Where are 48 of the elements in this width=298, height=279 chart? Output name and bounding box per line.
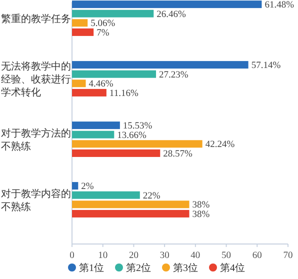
bar (72, 61, 248, 69)
y-tick-label: 对于教学内容的不熟练 (1, 188, 71, 213)
legend-label: 第3位 (173, 262, 198, 274)
x-tick-label: 70 (283, 251, 293, 261)
bar (72, 130, 114, 138)
bar (72, 10, 154, 18)
x-tick-label: 50 (222, 251, 232, 261)
data-label: 61.48% (264, 0, 294, 11)
data-label: 38% (192, 200, 210, 211)
data-label: 22% (142, 191, 160, 202)
bar (72, 191, 140, 199)
data-label: 7% (96, 28, 110, 38)
y-tick-label: 无法将教学中的经验、收获进行学术转化 (1, 60, 71, 98)
data-label: 11.16% (109, 88, 138, 99)
data-label: 42.24% (205, 140, 235, 150)
data-label: 38% (192, 210, 210, 220)
bar (72, 200, 190, 208)
legend-label: 第4位 (220, 262, 245, 274)
data-label: 5.06% (90, 19, 116, 30)
bar (72, 70, 156, 78)
legend-label: 第2位 (126, 262, 151, 274)
x-tick-label: 10 (98, 251, 108, 261)
x-tick-label: 30 (160, 251, 170, 261)
y-tick-label: 繁重的教学任务 (1, 12, 71, 25)
bar (72, 19, 88, 27)
data-label: 27.23% (159, 70, 188, 80)
bar (72, 88, 106, 96)
data-label: 15.53% (122, 122, 152, 132)
bar (72, 80, 86, 88)
data-label: 4.46% (88, 80, 114, 90)
x-tick-label: 40 (190, 251, 200, 261)
bar (72, 210, 190, 218)
data-label: 28.57% (163, 149, 193, 160)
bar (72, 149, 160, 157)
data-label: 57.14% (251, 61, 281, 72)
bar (72, 122, 120, 130)
bar (72, 28, 94, 36)
bar (72, 0, 262, 8)
x-tick-label: 20 (128, 251, 139, 261)
bar (72, 182, 78, 190)
y-tick-label: 对于教学方法的不熟练 (1, 127, 71, 152)
bar (72, 140, 202, 148)
x-tick-label: 60 (252, 251, 262, 261)
data-label: 26.46% (156, 10, 186, 20)
legend-label: 第1位 (79, 262, 104, 274)
x-tick-label: 0 (70, 251, 75, 261)
data-label: 13.66% (117, 130, 147, 141)
data-label: 2% (81, 182, 94, 192)
